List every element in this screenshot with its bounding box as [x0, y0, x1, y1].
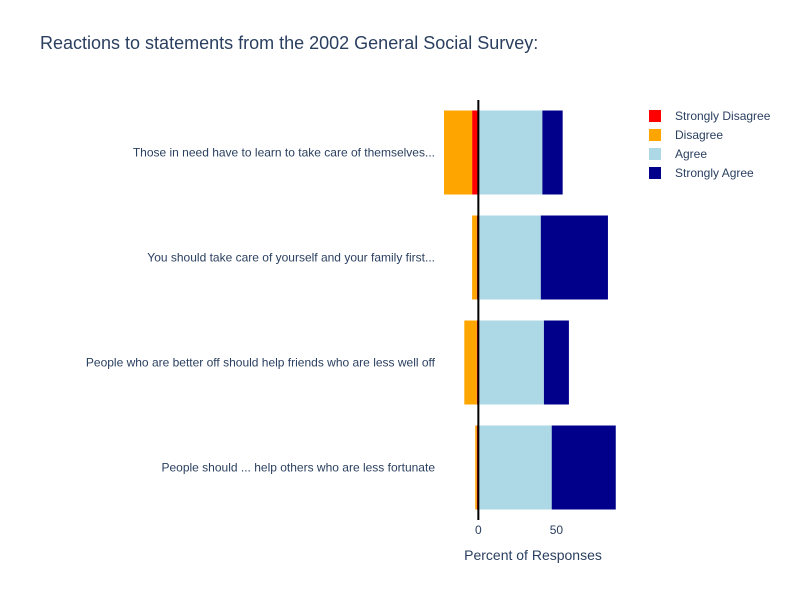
- chart-title: Reactions to statements from the 2002 Ge…: [40, 33, 539, 53]
- x-axis-ticks: 0 50: [475, 523, 563, 537]
- bar-agree-3: [478, 425, 552, 510]
- bar-disagree-0: [444, 110, 473, 195]
- legend-item-disagree[interactable]: Disagree: [649, 125, 770, 144]
- legend-swatch: [649, 166, 661, 179]
- bar-disagree-1: [472, 215, 477, 300]
- legend-swatch: [649, 147, 661, 160]
- legend-label: Agree: [675, 146, 708, 161]
- legend-item-strongly-agree[interactable]: Strongly Agree: [649, 163, 770, 182]
- bars-layer: [444, 110, 616, 510]
- bar-agree-1: [478, 215, 541, 300]
- x-tick-label: 0: [475, 523, 482, 537]
- legend-label: Strongly Disagree: [675, 108, 771, 123]
- bar-strongly-agree-2: [543, 320, 569, 405]
- bar-disagree-3: [475, 425, 477, 510]
- legend-label: Strongly Agree: [675, 165, 754, 180]
- legend-label: Disagree: [675, 127, 724, 142]
- bar-disagree-2: [464, 320, 477, 405]
- legend-item-strongly-disagree[interactable]: Strongly Disagree: [649, 106, 770, 125]
- legend-swatch: [649, 109, 661, 122]
- bar-strongly-agree-3: [551, 425, 616, 510]
- y-axis-labels: Those in need have to learn to take care…: [86, 146, 436, 475]
- y-tick-label: People should ... help others who are le…: [161, 461, 435, 475]
- y-tick-label: Those in need have to learn to take care…: [133, 146, 435, 160]
- y-tick-label: You should take care of yourself and you…: [147, 251, 435, 265]
- bar-strongly-agree-1: [540, 215, 608, 300]
- x-tick-label: 50: [550, 523, 564, 537]
- bar-agree-2: [478, 320, 544, 405]
- legend: Strongly Disagree Disagree Agree Strongly A…: [649, 106, 770, 182]
- bar-strongly-agree-0: [542, 110, 563, 195]
- x-axis-title: Percent of Responses: [464, 547, 602, 563]
- y-tick-label: People who are better off should help fr…: [86, 356, 436, 370]
- legend-item-agree[interactable]: Agree: [649, 144, 770, 163]
- bar-agree-0: [478, 110, 543, 195]
- bar-strongly-disagree-0: [472, 110, 479, 195]
- legend-swatch: [649, 128, 661, 141]
